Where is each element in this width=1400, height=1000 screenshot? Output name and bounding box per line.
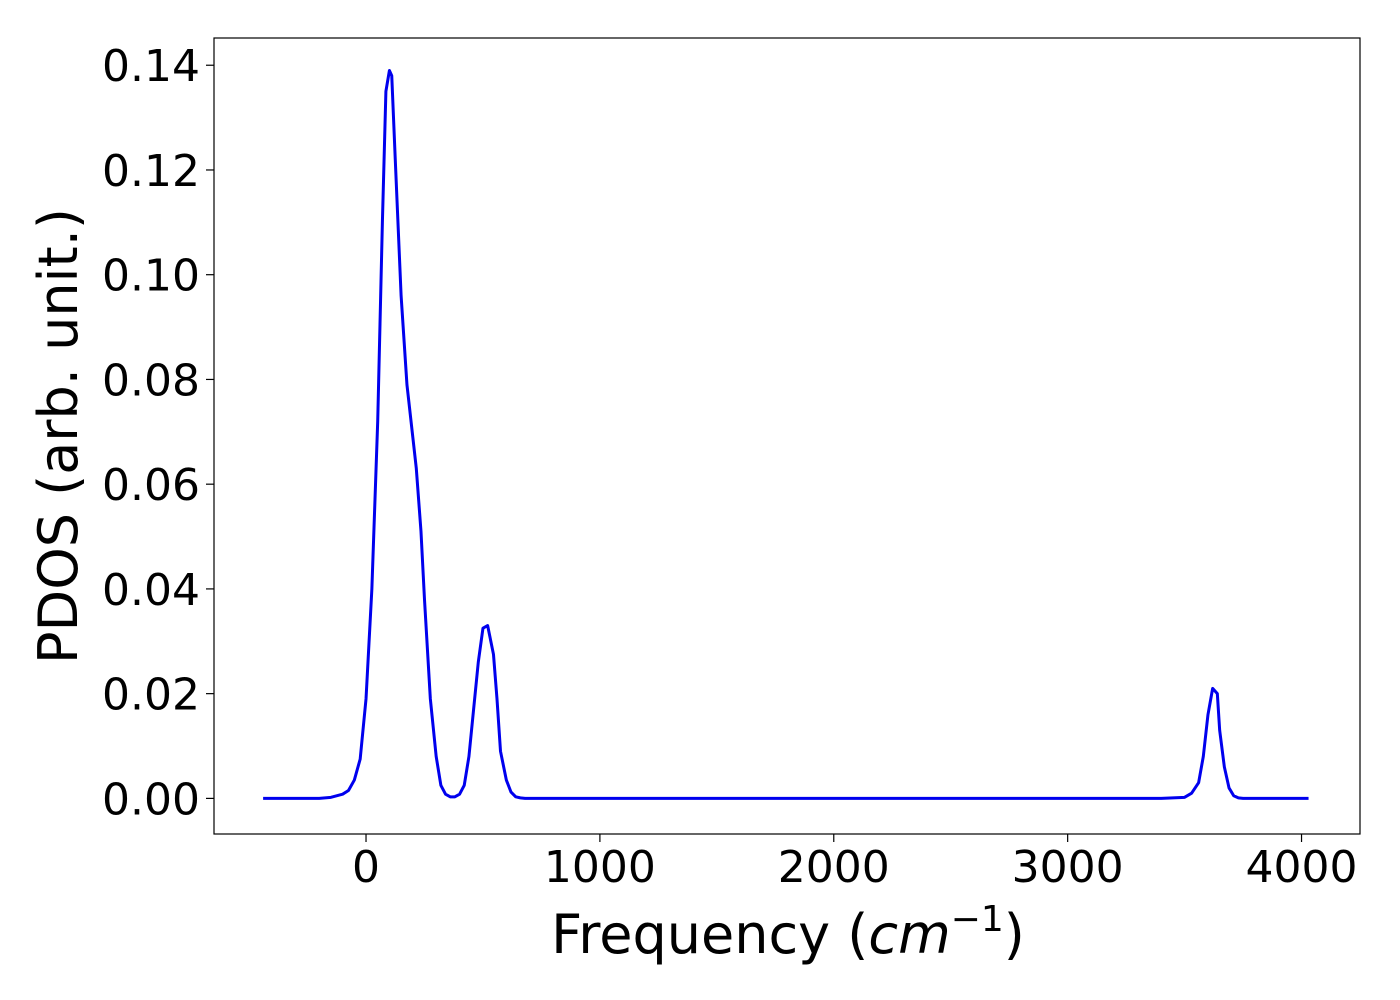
y-tick-label: 0.08: [102, 355, 200, 406]
plot-frame: [213, 37, 1361, 835]
y-tick-label: 0.06: [102, 460, 200, 511]
x-tick-label: 1000: [544, 842, 656, 893]
y-tick-label: 0.14: [102, 41, 200, 92]
x-axis-unit-exponent: −1: [951, 899, 1004, 940]
x-tick-label: 4000: [1246, 842, 1358, 893]
x-tick-label: 3000: [1012, 842, 1124, 893]
y-tick-label: 0.02: [102, 670, 200, 721]
y-tick-label: 0.00: [102, 774, 200, 825]
plot-area: [263, 68, 1309, 800]
x-axis-unit-open: (: [847, 903, 868, 966]
x-axis-label: Frequency (cm−1): [551, 899, 1025, 966]
x-tick-label: 2000: [778, 842, 890, 893]
y-tick-label: 0.12: [102, 146, 200, 197]
y-tick-label: 0.10: [102, 251, 200, 302]
x-axis-unit-base: cm: [868, 903, 950, 966]
x-axis-unit-close: ): [1004, 903, 1025, 966]
series-line-0: [263, 68, 1309, 800]
y-axis: 0.00 0.02 0.04 0.06 0.08 0.10 0.12 0.14: [102, 41, 214, 825]
x-axis-label-text: Frequency: [551, 903, 830, 966]
y-axis-label: PDOS (arb. unit.): [27, 208, 90, 664]
x-tick-label: 0: [352, 842, 380, 893]
y-tick-label: 0.04: [102, 565, 200, 616]
x-axis: 0 1000 2000 3000 4000: [352, 834, 1358, 893]
